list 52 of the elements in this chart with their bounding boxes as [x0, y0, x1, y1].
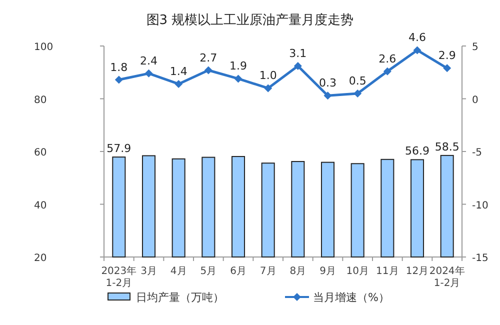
- legend-label: 当月增速（%）: [313, 291, 390, 304]
- data-label: 0.5: [348, 74, 366, 88]
- x-tick-label: 6月: [230, 266, 246, 277]
- point: [234, 74, 242, 83]
- point: [204, 66, 212, 74]
- point: [144, 69, 153, 78]
- data-label: 4.6: [408, 31, 426, 44]
- y2-tick-label: 0: [472, 94, 478, 106]
- point: [324, 92, 332, 100]
- data-label: 3.1: [289, 47, 307, 60]
- point: [294, 62, 302, 70]
- point: [443, 64, 452, 72]
- data-label: 2.6: [378, 52, 396, 66]
- x-tick-label: 11月: [376, 266, 399, 277]
- y2-tick-label: -15: [472, 253, 488, 264]
- point: [264, 84, 272, 92]
- legend-label: 日均产量（万吨）: [136, 291, 224, 304]
- x-tick-label: 3月: [140, 266, 157, 277]
- data-label: 1.4: [170, 64, 188, 78]
- y2-tick-label: -10: [472, 200, 488, 212]
- data-label: 2.7: [200, 51, 218, 64]
- y2-tick-label: -5: [472, 148, 482, 158]
- point: [383, 67, 392, 76]
- x-tick-label: 12月: [406, 266, 429, 277]
- data-label: 2.9: [438, 49, 456, 62]
- data-label: 1.0: [259, 69, 277, 82]
- data-label: 0.3: [319, 76, 336, 90]
- data-label: 1.9: [230, 60, 247, 73]
- x-tick-label: 4月: [170, 266, 187, 277]
- data-label: 58.5: [434, 140, 460, 154]
- point: [354, 89, 362, 98]
- y-tick-label: 40: [34, 200, 47, 212]
- data-label: 57.9: [106, 142, 132, 156]
- x-tick-label: 7月: [260, 266, 276, 277]
- data-label: 1.8: [110, 60, 128, 74]
- chart-title: 图3 规模以上工业原油产量月度走势: [146, 12, 354, 28]
- point: [114, 76, 123, 84]
- data-label: 56.9: [405, 144, 430, 158]
- y-tick-label: 20: [34, 253, 47, 264]
- y-tick-label: 100: [34, 42, 54, 53]
- x-tick-label: 10月: [346, 266, 369, 277]
- x-tick-label: 8月: [290, 266, 306, 277]
- y-tick-label: 60: [34, 148, 47, 158]
- y2-tick-label: 5: [472, 42, 478, 53]
- x-tick-label: 2024年 1-2月: [429, 265, 465, 289]
- point: [174, 80, 183, 88]
- data-label: 2.4: [140, 54, 158, 68]
- x-tick-label: 2023年 1-2月: [101, 265, 137, 289]
- x-tick-label: 5月: [200, 266, 217, 277]
- x-tick-label: 9月: [320, 266, 336, 277]
- point: [413, 46, 422, 54]
- y-tick-label: 80: [34, 94, 47, 106]
